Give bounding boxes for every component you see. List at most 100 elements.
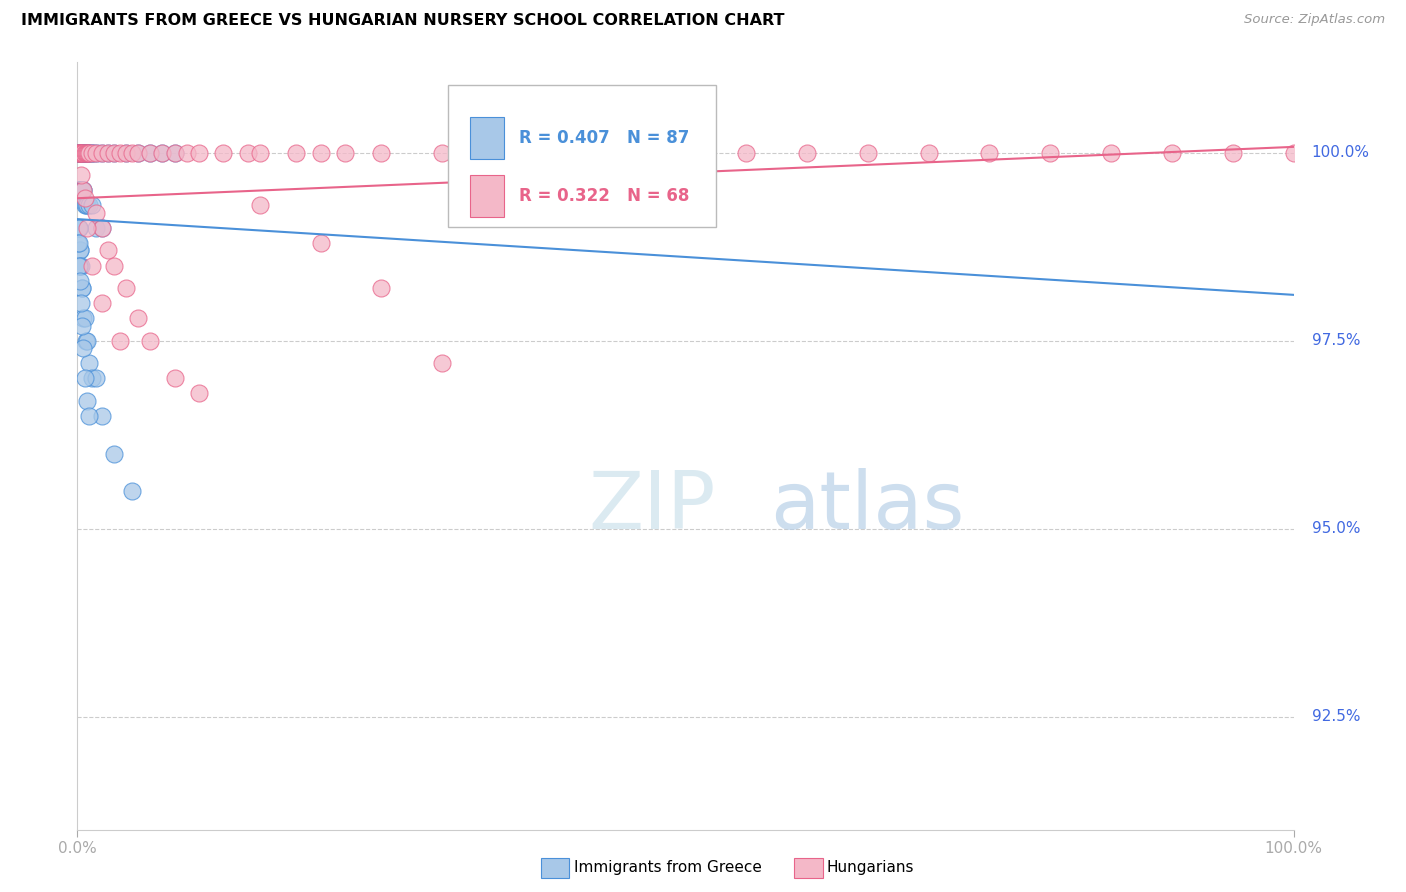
Point <box>75 145 97 160</box>
Point <box>918 145 941 160</box>
Point <box>67 183 90 197</box>
Point <box>69 259 91 273</box>
Point <box>70 259 93 273</box>
Point <box>152 145 174 160</box>
Point <box>430 145 453 160</box>
Point <box>1161 145 1184 160</box>
Bar <box>470 175 505 218</box>
Point <box>80 198 103 212</box>
Point <box>70 183 93 197</box>
Point <box>796 145 818 160</box>
Point <box>139 334 162 348</box>
Point <box>67 145 90 160</box>
Point <box>163 145 186 160</box>
Point <box>79 198 101 212</box>
Point <box>70 296 93 310</box>
Point <box>69 183 91 197</box>
Point <box>70 281 93 295</box>
Point <box>103 259 125 273</box>
Point <box>70 145 93 160</box>
Point <box>80 259 103 273</box>
Point <box>152 145 174 160</box>
Point <box>69 145 91 160</box>
Point <box>73 198 96 212</box>
Point <box>76 220 98 235</box>
Point <box>1222 145 1244 160</box>
Point <box>75 145 97 160</box>
Point <box>76 334 98 348</box>
Point <box>90 145 112 160</box>
Point <box>70 318 93 333</box>
Point <box>370 281 392 295</box>
Point <box>979 145 1001 160</box>
Point <box>73 145 96 160</box>
Point <box>69 145 91 160</box>
Point <box>67 220 90 235</box>
Point <box>139 145 162 160</box>
Point <box>70 281 93 295</box>
Point <box>67 145 90 160</box>
Point <box>69 244 91 258</box>
Point <box>80 145 103 160</box>
Point <box>70 145 93 160</box>
Point <box>90 220 112 235</box>
Point <box>188 145 211 160</box>
Point <box>76 198 98 212</box>
Point <box>79 145 101 160</box>
Point <box>90 409 112 423</box>
Text: R = 0.407   N = 87: R = 0.407 N = 87 <box>519 129 689 147</box>
Point <box>309 235 332 250</box>
Point <box>67 145 90 160</box>
Point <box>70 145 93 160</box>
Point <box>77 145 100 160</box>
Point <box>79 145 101 160</box>
Point <box>72 311 94 326</box>
Point <box>67 145 90 160</box>
Point <box>67 145 90 160</box>
Text: Source: ZipAtlas.com: Source: ZipAtlas.com <box>1244 13 1385 27</box>
Point <box>67 220 90 235</box>
Point <box>69 145 91 160</box>
Point <box>67 183 90 197</box>
Point <box>80 371 103 385</box>
Point <box>249 145 271 160</box>
Point <box>76 145 98 160</box>
Point <box>84 145 107 160</box>
Point <box>163 371 186 385</box>
Point <box>73 311 96 326</box>
Text: R = 0.322   N = 68: R = 0.322 N = 68 <box>519 187 689 205</box>
Point <box>70 183 93 197</box>
Point <box>90 296 112 310</box>
Point <box>67 220 90 235</box>
Point <box>69 183 91 197</box>
Point <box>69 274 91 288</box>
Point <box>67 235 90 250</box>
Point <box>83 145 105 160</box>
Point <box>66 220 89 235</box>
Point <box>188 386 211 401</box>
Text: 92.5%: 92.5% <box>1312 709 1360 724</box>
Point <box>285 145 308 160</box>
Point <box>70 145 93 160</box>
Point <box>69 244 91 258</box>
Point <box>97 145 120 160</box>
Point <box>69 145 91 160</box>
Point <box>127 145 149 160</box>
Point <box>75 334 97 348</box>
Point <box>90 145 112 160</box>
Point <box>675 145 697 160</box>
Point <box>139 145 162 160</box>
Point <box>76 145 98 160</box>
Point <box>73 371 96 385</box>
Point <box>66 145 89 160</box>
Point <box>67 145 90 160</box>
Point <box>72 145 94 160</box>
Point <box>72 341 94 355</box>
Point <box>76 393 98 408</box>
Point <box>103 145 125 160</box>
Point <box>249 198 271 212</box>
Point <box>97 145 120 160</box>
Point <box>80 145 103 160</box>
Point <box>77 145 100 160</box>
Point <box>72 183 94 197</box>
